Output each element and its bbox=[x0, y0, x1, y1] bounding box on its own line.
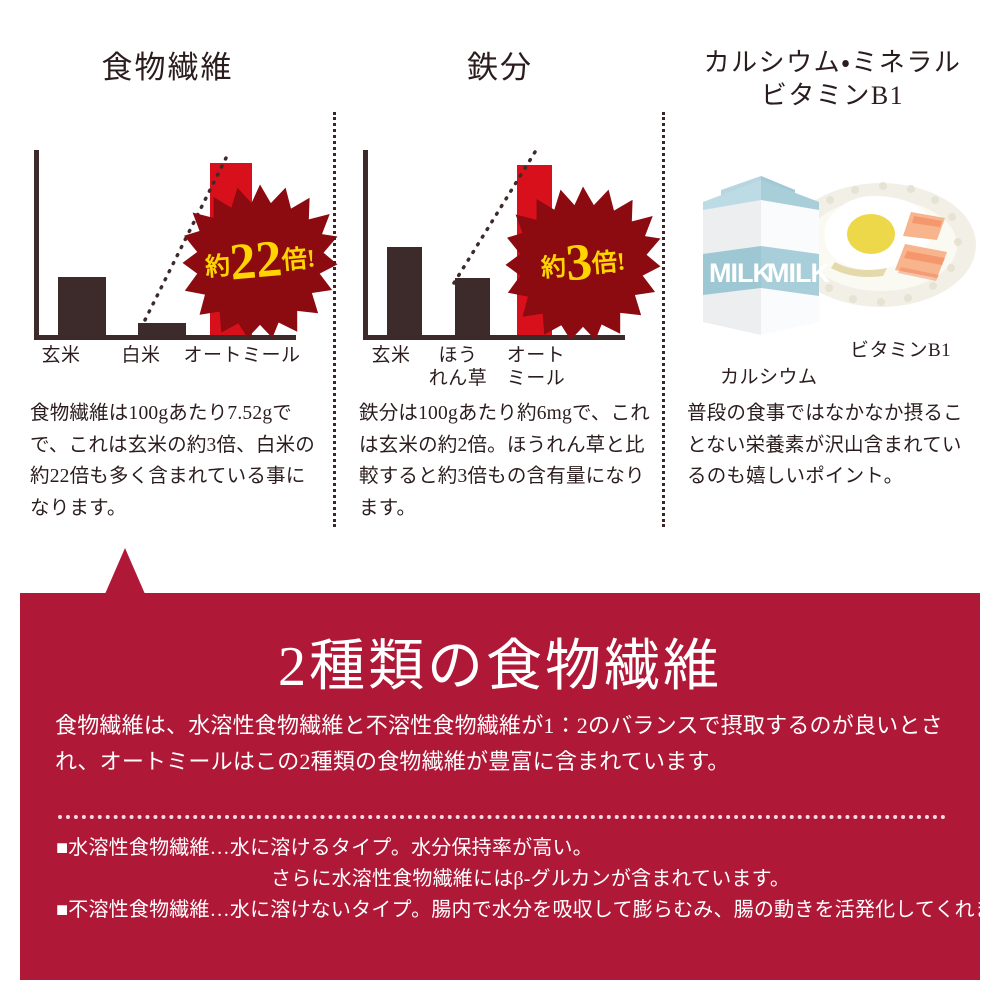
badge-suffix: 倍! bbox=[280, 244, 317, 275]
banner-lead-text: 食物繊維は、水溶性食物繊維と不溶性食物繊維が1：2のバランスで摂取するのが良いと… bbox=[55, 713, 943, 774]
chart-y-axis bbox=[363, 150, 368, 337]
badge-3x: 約 3 倍! bbox=[503, 185, 663, 340]
panel-title-calcium: カルシウム・ミネラル ビタミンB1 bbox=[665, 46, 1000, 113]
banner-notes: ■水溶性食物繊維…水に溶けるタイプ。水分保持率が高い。 さらに水溶性食物繊維には… bbox=[56, 833, 1000, 926]
panel-title-calcium-line1: カルシウム・ミネラル bbox=[703, 48, 962, 77]
bar-label-spinach: ほう れん草 bbox=[425, 344, 491, 390]
bar-label-hakumai: 白米 bbox=[121, 345, 161, 366]
badge-3x-text: 約 3 倍! bbox=[497, 178, 670, 346]
bar-label-oatmeal: オートミール bbox=[183, 345, 301, 366]
panel-body-fiber: 食物繊維は100gあたり7.52gでで、これは玄米の約3倍、白米の約22倍も多く… bbox=[30, 403, 315, 519]
bar-label-oatmeal: オート ミール bbox=[491, 344, 581, 390]
panel-dietary-fiber: 食物繊維 玄米 白米 オートミール 約 22 倍! 食物繊維は100gあたり7.52… bbox=[0, 0, 338, 560]
svg-text:MILK: MILK bbox=[709, 258, 772, 288]
bar-label-genmai: 玄米 bbox=[371, 345, 411, 366]
bar-genmai bbox=[58, 277, 106, 335]
banner-pointer-arrow bbox=[105, 548, 145, 594]
note-soluble: ■水溶性食物繊維…水に溶けるタイプ。水分保持率が高い。 bbox=[56, 837, 593, 859]
caption-calcium: カルシウム bbox=[720, 367, 818, 388]
panel-body-iron: 鉄分は100gあたり約6mgで、これは玄米の約2倍。ほうれん草と比較すると約3倍… bbox=[359, 403, 650, 519]
svg-text:MILK: MILK bbox=[767, 258, 830, 288]
panel-divider-1 bbox=[333, 112, 336, 527]
bar-label-spinach-line2: れん草 bbox=[428, 368, 488, 390]
note-beta-glucan: さらに水溶性食物繊維にはβ-グルカンが含まれています。 bbox=[271, 868, 791, 890]
panel-divider-2 bbox=[662, 112, 665, 527]
panel-title-iron: 鉄分 bbox=[467, 50, 533, 85]
caption-vitamin-b1: ビタミンB1 bbox=[850, 340, 952, 361]
badge-prefix: 約 bbox=[204, 252, 232, 282]
bar-spinach bbox=[455, 278, 490, 335]
note-insoluble: ■不溶性食物繊維…水に溶けないタイプ。腸内で水分を吸収して膨らむみ、腸の動きを活… bbox=[56, 899, 1000, 921]
panel-body-calcium: 普段の食事ではなかなか摂ることない栄養素が沢山含まれているのも嬉しいポイント。 bbox=[687, 403, 963, 488]
bar-genmai bbox=[387, 247, 422, 335]
chart-y-axis bbox=[34, 150, 39, 337]
badge-22x: 約 22 倍! bbox=[180, 183, 340, 338]
bar-label-spinach-line1: ほう bbox=[438, 345, 478, 366]
banner-dotted-separator bbox=[58, 815, 946, 819]
badge-number: 22 bbox=[227, 229, 285, 292]
badge-prefix: 約 bbox=[540, 253, 568, 283]
badge-suffix: 倍! bbox=[590, 247, 627, 278]
bar-hakumai bbox=[138, 323, 186, 335]
bar-labels-iron: 玄米 ほう れん草 オート ミール bbox=[351, 344, 641, 400]
panel-title-calcium-line2: ビタミンB1 bbox=[760, 81, 905, 111]
bar-label-genmai: 玄米 bbox=[41, 345, 81, 366]
egg-plate-icon bbox=[786, 182, 976, 307]
chart-x-axis bbox=[34, 335, 296, 340]
starburst-icon bbox=[182, 184, 338, 338]
fiber-types-banner: 2種類の食物繊維 食物繊維は、水溶性食物繊維と不溶性食物繊維が1：2のバランスで… bbox=[20, 593, 1000, 980]
chart-x-axis bbox=[363, 335, 625, 340]
bar-labels-fiber: 玄米 白米 オートミール bbox=[24, 344, 314, 400]
badge-22x-text: 約 22 倍! bbox=[174, 176, 347, 344]
starburst-icon bbox=[505, 186, 661, 340]
milk-carton-icon: MILK MILK bbox=[703, 176, 831, 335]
nutrient-panels: 食物繊維 玄米 白米 オートミール 約 22 倍! 食物繊維は100gあたり7.52… bbox=[0, 0, 1000, 560]
bar-label-oatmeal-line2: ミール bbox=[506, 368, 566, 390]
panel-iron: 鉄分 玄米 ほう れん草 オート ミール bbox=[335, 0, 665, 560]
panel-calcium-minerals: カルシウム・ミネラル ビタミンB1 bbox=[665, 0, 1000, 560]
banner-title: 2種類の食物繊維 bbox=[278, 636, 722, 698]
panel-title-fiber: 食物繊維 bbox=[101, 50, 234, 85]
bar-label-oatmeal-line1: オート bbox=[506, 345, 566, 366]
nutrition-illustration: MILK MILK bbox=[683, 150, 983, 340]
